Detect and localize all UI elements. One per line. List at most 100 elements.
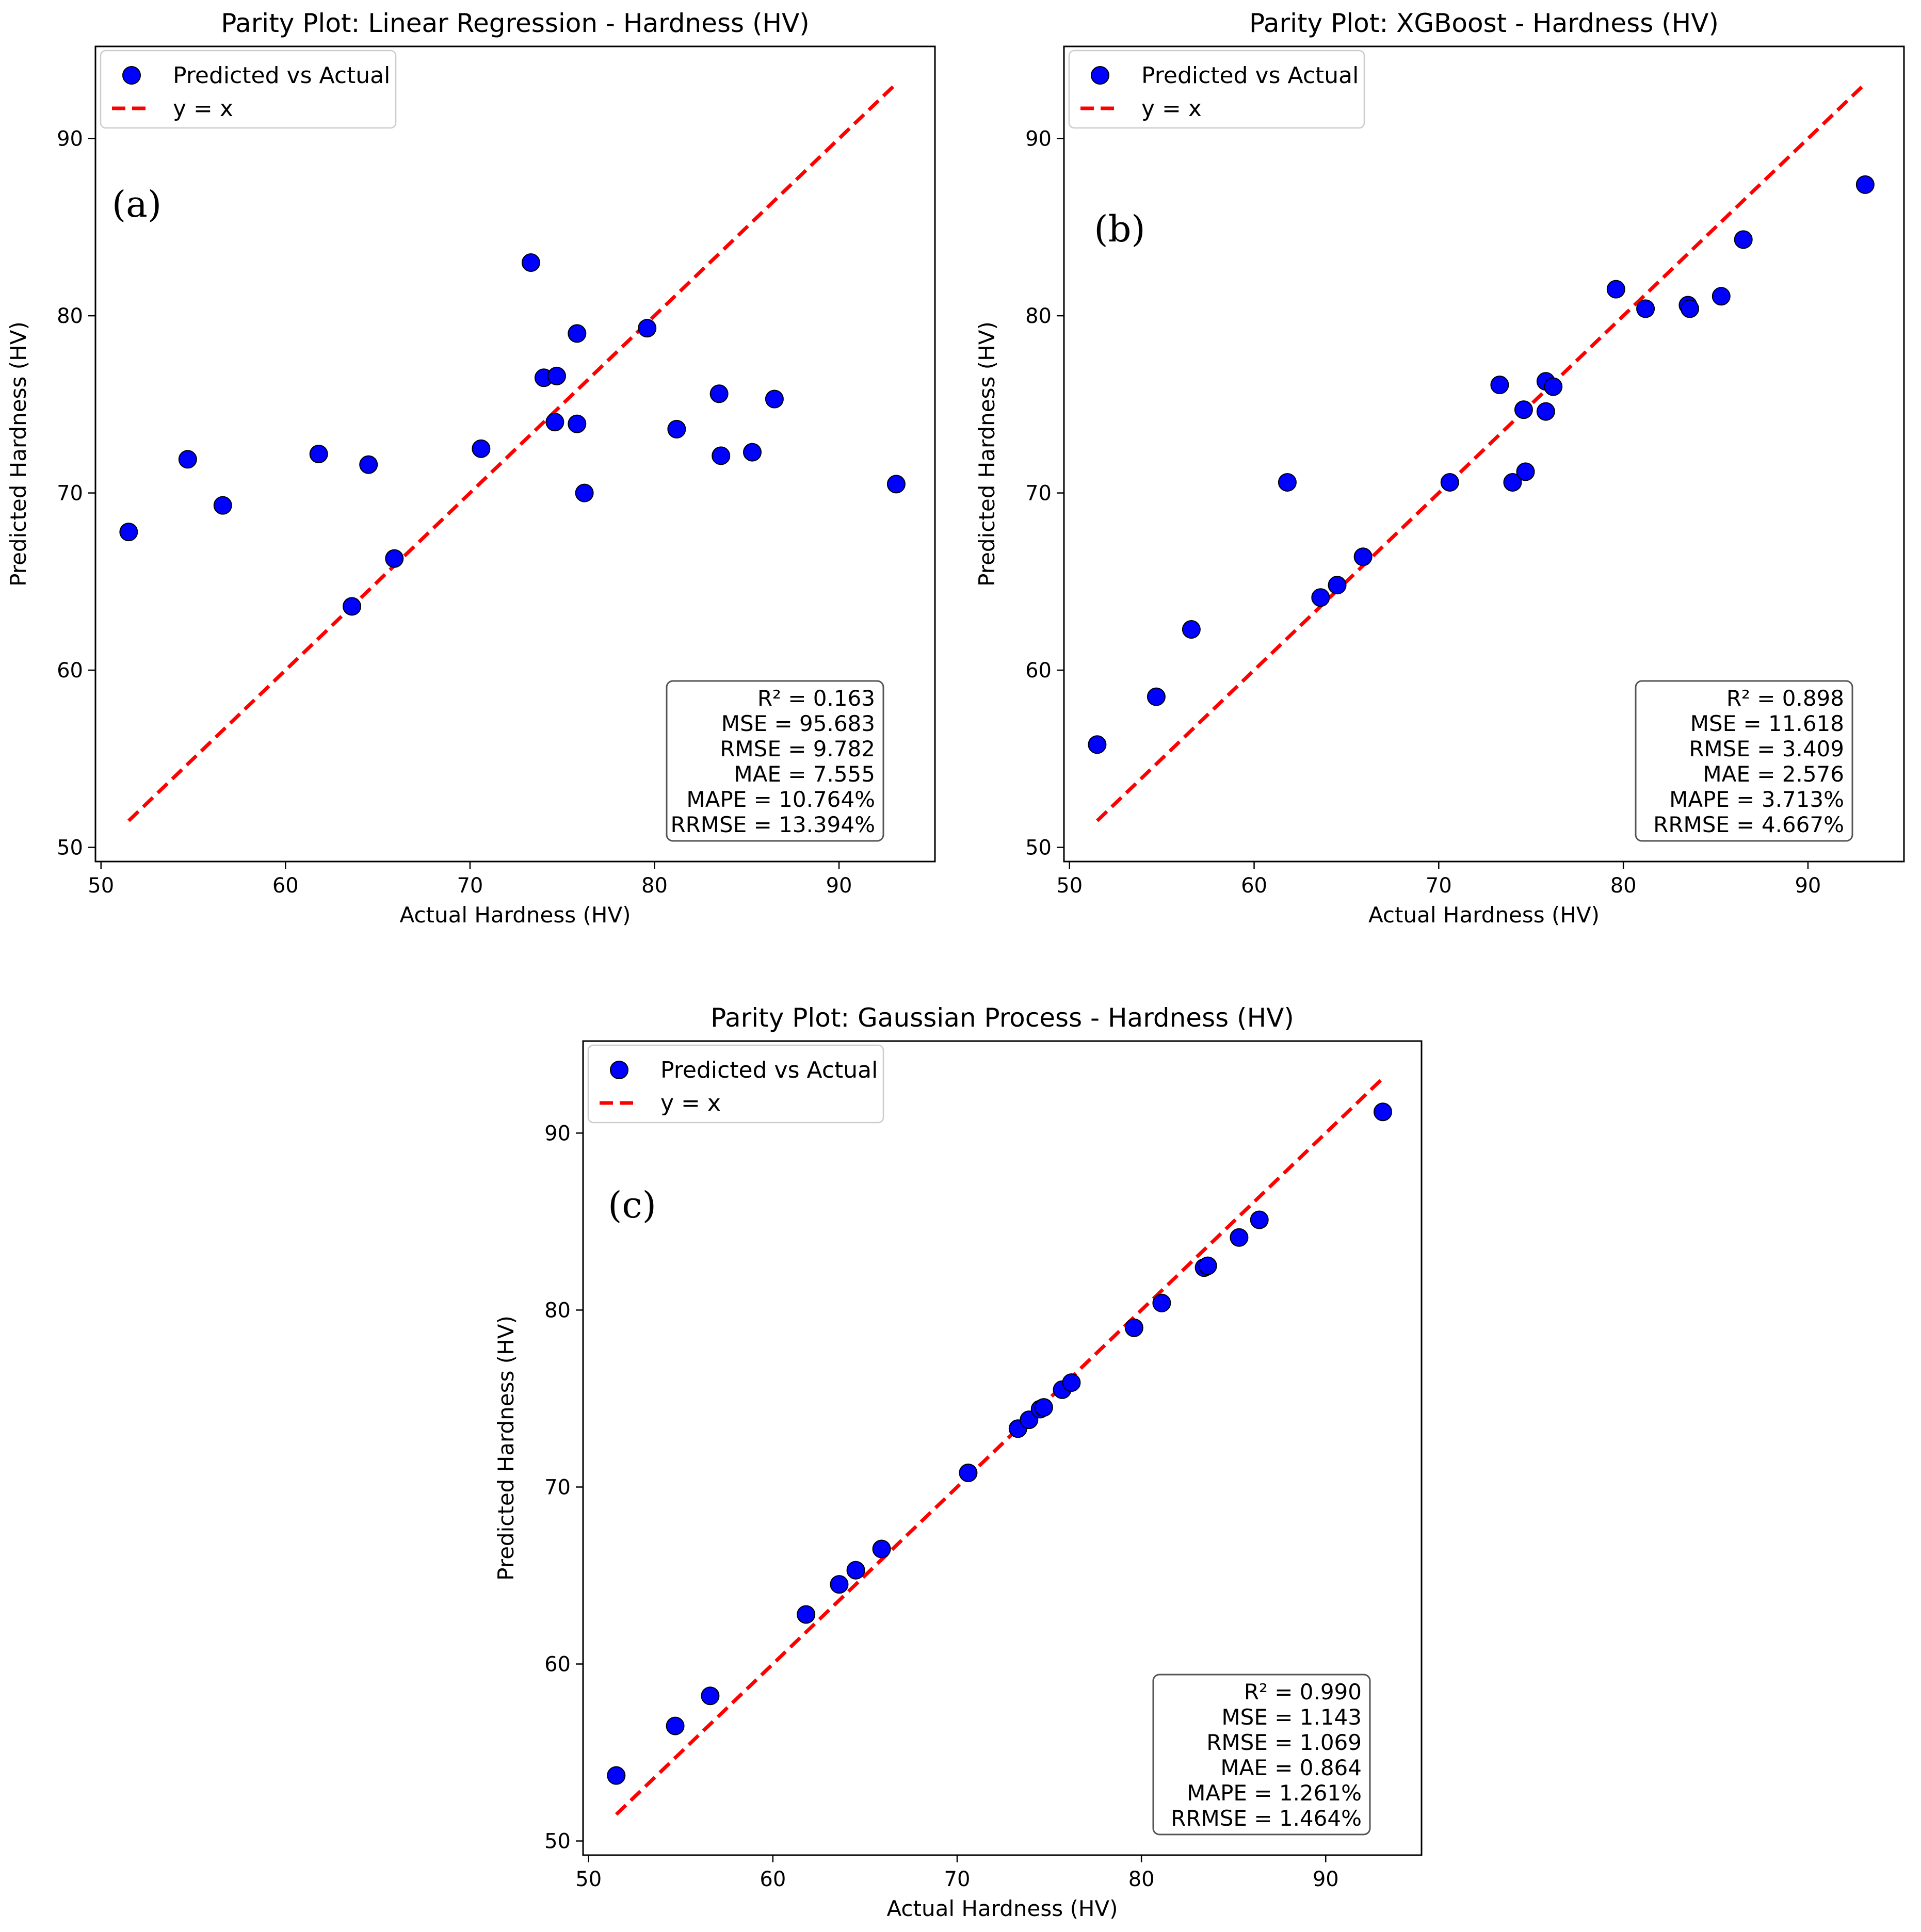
metric-line: MAPE = 3.713% <box>1669 787 1844 812</box>
x-tick-label: 50 <box>1056 874 1083 898</box>
data-point <box>1374 1102 1392 1122</box>
data-point <box>1152 1293 1171 1312</box>
data-point <box>1514 400 1533 419</box>
data-point <box>607 1766 626 1785</box>
x-axis-label: Actual Hardness (HV) <box>1368 902 1600 928</box>
data-point <box>343 597 362 616</box>
metrics-box-frame <box>1635 680 1853 842</box>
x-axis-label: Actual Hardness (HV) <box>886 1896 1118 1921</box>
metric-line: MAPE = 1.261% <box>1187 1780 1362 1806</box>
data-point <box>213 496 232 515</box>
data-point <box>1490 376 1509 395</box>
y-tick-label: 60 <box>544 1653 571 1677</box>
data-point <box>765 389 784 409</box>
x-tick-label: 70 <box>944 1868 971 1891</box>
data-point <box>1230 1228 1249 1247</box>
metrics-box-frame <box>1152 1674 1371 1836</box>
data-point <box>545 413 564 432</box>
data-point <box>1250 1210 1269 1229</box>
reference-line-y-equals-x <box>615 1077 1384 1816</box>
legend-label-scatter: Predicted vs Actual <box>173 62 390 89</box>
legend-label-line: y = x <box>1141 95 1202 122</box>
x-tick-label: 60 <box>1241 874 1267 898</box>
x-axis-label: Actual Hardness (HV) <box>399 902 631 928</box>
chart-title: Parity Plot: Gaussian Process - Hardness… <box>711 1003 1294 1033</box>
data-point <box>575 483 594 502</box>
data-point <box>872 1539 891 1558</box>
legend: Predicted vs Actual y = x <box>100 50 397 129</box>
y-tick-label: 50 <box>57 836 83 860</box>
data-point <box>959 1464 978 1483</box>
data-point <box>1606 280 1625 299</box>
data-point <box>568 324 587 343</box>
data-point <box>1124 1318 1143 1337</box>
reference-line-y-equals-x <box>127 82 898 822</box>
legend-box <box>587 1044 884 1124</box>
data-point <box>1311 588 1330 607</box>
legend-label-line: y = x <box>173 95 233 122</box>
x-tick-label: 80 <box>1610 874 1637 898</box>
metric-line: R² = 0.898 <box>1726 686 1844 711</box>
data-point <box>742 443 762 462</box>
data-point <box>1147 687 1166 706</box>
legend-label-scatter: Predicted vs Actual <box>1141 62 1359 89</box>
data-point <box>666 1716 685 1735</box>
y-tick-label: 90 <box>544 1122 571 1145</box>
x-tick-label: 90 <box>1795 874 1821 898</box>
data-point <box>1088 735 1107 754</box>
x-tick-label: 90 <box>1313 1868 1339 1891</box>
y-tick-label: 90 <box>57 127 83 151</box>
data-point <box>1544 377 1563 396</box>
reference-line-y-equals-x <box>1095 82 1867 822</box>
data-point <box>1328 576 1347 595</box>
data-point <box>1353 547 1373 566</box>
data-point <box>385 549 404 568</box>
metric-line: RRMSE = 4.667% <box>1653 812 1844 837</box>
legend-label-line: y = x <box>660 1090 721 1116</box>
metric-line: RMSE = 1.069 <box>1206 1730 1362 1755</box>
metric-line: RMSE = 9.782 <box>720 736 875 761</box>
data-point <box>667 419 686 439</box>
y-tick-label: 50 <box>1025 836 1052 860</box>
data-point <box>701 1686 720 1706</box>
metric-line: RRMSE = 1.464% <box>1171 1806 1362 1831</box>
metric-line: MAPE = 10.764% <box>686 787 875 812</box>
y-axis-label: Predicted Hardness (HV) <box>974 321 999 587</box>
legend-marker-icon <box>1091 66 1109 85</box>
legend-marker-icon <box>610 1061 628 1079</box>
legend: Predicted vs Actual y = x <box>1068 50 1365 129</box>
metric-line: MAE = 2.576 <box>1703 761 1844 787</box>
y-tick-label: 80 <box>1025 304 1052 328</box>
data-point <box>1034 1398 1053 1417</box>
legend-marker-icon <box>122 66 141 85</box>
legend-box <box>1068 50 1365 129</box>
data-point <box>472 439 491 458</box>
parity-plot-c: Parity Plot: Gaussian Process - Hardness… <box>493 1003 1423 1921</box>
data-point <box>1855 175 1875 194</box>
y-tick-label: 50 <box>544 1830 571 1854</box>
x-tick-label: 80 <box>641 874 668 898</box>
metric-line: RRMSE = 13.394% <box>670 812 875 837</box>
x-tick-label: 60 <box>272 874 299 898</box>
legend-box <box>100 50 397 129</box>
x-tick-label: 50 <box>88 874 114 898</box>
metric-line: MSE = 11.618 <box>1690 711 1844 736</box>
data-point <box>568 414 587 433</box>
data-point <box>886 475 906 494</box>
data-point <box>830 1575 849 1594</box>
plot-frame <box>94 45 936 863</box>
x-tick-label: 70 <box>457 874 483 898</box>
y-tick-label: 60 <box>1025 659 1052 683</box>
data-point <box>1536 402 1555 421</box>
data-point <box>359 455 378 474</box>
data-point <box>846 1561 865 1580</box>
chart-title: Parity Plot: Linear Regression - Hardnes… <box>221 8 810 38</box>
y-axis-label: Predicted Hardness (HV) <box>6 321 31 587</box>
data-point <box>1278 473 1297 492</box>
y-tick-label: 70 <box>57 482 83 506</box>
data-point <box>1440 473 1459 492</box>
panel-label: (c) <box>608 1184 656 1226</box>
y-axis-label: Predicted Hardness (HV) <box>493 1316 519 1581</box>
